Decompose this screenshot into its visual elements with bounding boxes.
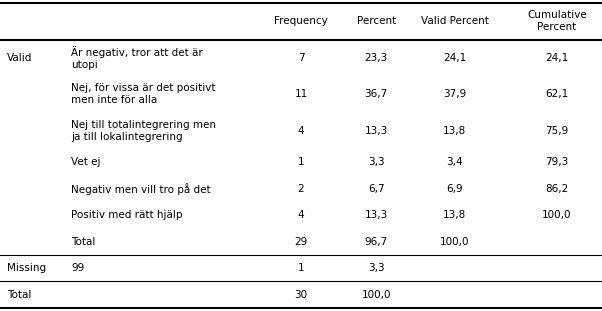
Text: Valid Percent: Valid Percent — [421, 16, 488, 26]
Text: 100,0: 100,0 — [361, 290, 391, 299]
Text: Frequency: Frequency — [274, 16, 328, 26]
Text: Nej, för vissa är det positivt
men inte för alla: Nej, för vissa är det positivt men inte … — [71, 83, 216, 105]
Text: 37,9: 37,9 — [443, 89, 466, 99]
Text: 11: 11 — [294, 89, 308, 99]
Text: 3,4: 3,4 — [446, 157, 463, 167]
Text: Positiv med rätt hjälp: Positiv med rätt hjälp — [71, 210, 182, 220]
Text: 99: 99 — [71, 263, 84, 273]
Text: Cumulative
Percent: Cumulative Percent — [527, 10, 587, 32]
Text: 62,1: 62,1 — [545, 89, 568, 99]
Text: 7: 7 — [297, 53, 305, 63]
Text: 3,3: 3,3 — [368, 263, 385, 273]
Text: Valid: Valid — [7, 53, 33, 63]
Text: 23,3: 23,3 — [365, 53, 388, 63]
Text: Nej till totalintegrering men
ja till lokalintegrering: Nej till totalintegrering men ja till lo… — [71, 120, 216, 142]
Text: 36,7: 36,7 — [365, 89, 388, 99]
Text: Missing: Missing — [7, 263, 46, 273]
Text: Negativ men vill tro på det: Negativ men vill tro på det — [71, 183, 211, 195]
Text: 30: 30 — [294, 290, 308, 299]
Text: 13,3: 13,3 — [365, 210, 388, 220]
Text: 100,0: 100,0 — [542, 210, 572, 220]
Text: 75,9: 75,9 — [545, 126, 568, 136]
Text: Är negativ, tror att det är
utopi: Är negativ, tror att det är utopi — [71, 46, 203, 70]
Text: 4: 4 — [297, 210, 305, 220]
Text: Total: Total — [71, 237, 95, 247]
Text: 24,1: 24,1 — [443, 53, 466, 63]
Text: Percent: Percent — [356, 16, 396, 26]
Text: 2: 2 — [297, 183, 305, 194]
Text: 6,9: 6,9 — [446, 183, 463, 194]
Text: 4: 4 — [297, 126, 305, 136]
Text: 86,2: 86,2 — [545, 183, 568, 194]
Text: 96,7: 96,7 — [365, 237, 388, 247]
Text: 6,7: 6,7 — [368, 183, 385, 194]
Text: Total: Total — [7, 290, 31, 299]
Text: 1: 1 — [297, 157, 305, 167]
Text: 1: 1 — [297, 263, 305, 273]
Text: 24,1: 24,1 — [545, 53, 568, 63]
Text: 3,3: 3,3 — [368, 157, 385, 167]
Text: 29: 29 — [294, 237, 308, 247]
Text: 100,0: 100,0 — [439, 237, 470, 247]
Text: Vet ej: Vet ej — [71, 157, 101, 167]
Text: 13,3: 13,3 — [365, 126, 388, 136]
Text: 13,8: 13,8 — [443, 126, 466, 136]
Text: 13,8: 13,8 — [443, 210, 466, 220]
Text: 79,3: 79,3 — [545, 157, 568, 167]
